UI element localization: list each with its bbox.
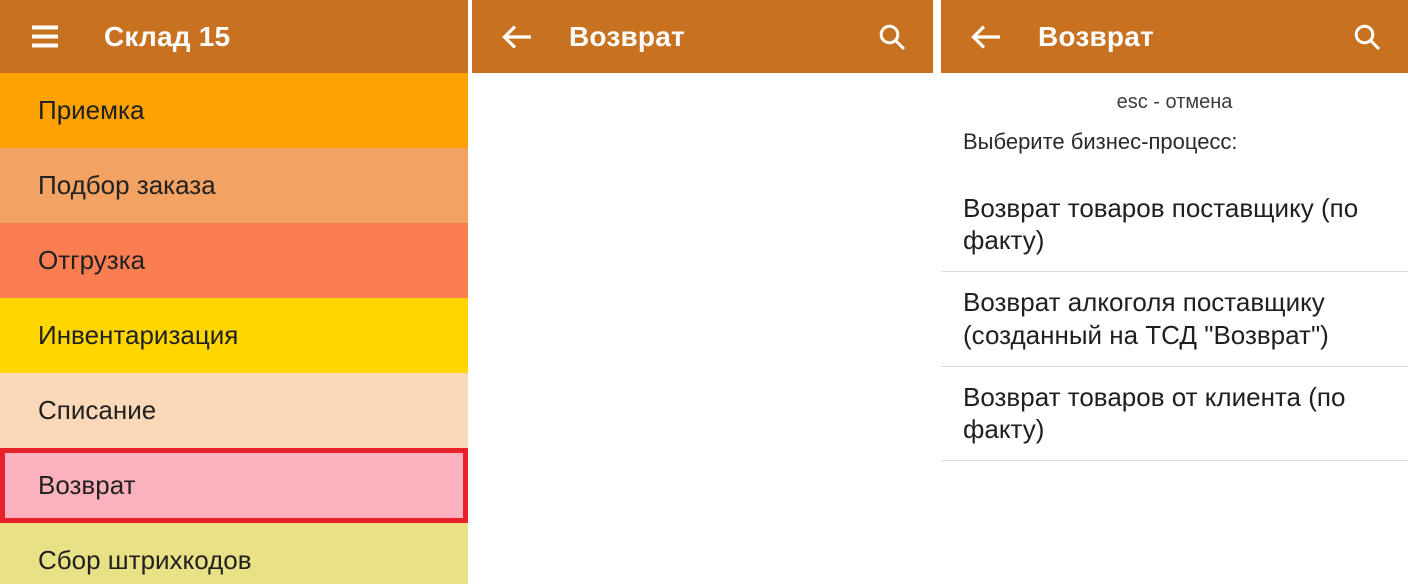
menu-item-label: Сбор штрихкодов (38, 545, 252, 575)
menu-item-label: Возврат (38, 470, 136, 500)
screen-title: Возврат (569, 20, 685, 52)
menu-item-label: Подбор заказа (38, 170, 216, 200)
esc-cancel-hint: esc - отмена (1116, 91, 1233, 113)
menu-item-label: Инвентаризация (38, 320, 239, 350)
back-arrow-icon[interactable] (969, 20, 1003, 54)
screen-title: Возврат (1038, 20, 1154, 52)
menu-item-label: Отгрузка (38, 245, 146, 275)
choose-process-prompt: Выберите бизнес-процесс: (963, 129, 1238, 154)
panel-main-menu: Склад 15 Приемка Подбор заказа Отгрузка … (0, 0, 468, 584)
menu-item-label: Приемка (38, 95, 145, 125)
menu-item-vozvrat-selected[interactable]: Возврат (0, 448, 468, 523)
back-arrow-glyph (502, 24, 531, 49)
option-return-alcohol-to-supplier[interactable]: Возврат алкоголя поставщику (созданный н… (941, 272, 1408, 367)
app-title: Склад 15 (104, 20, 231, 52)
main-menu-list: Приемка Подбор заказа Отгрузка Инвентари… (0, 73, 468, 584)
vozvrat-header: Возврат (472, 0, 933, 73)
menu-item-label: Списание (38, 395, 157, 425)
menu-item-priemka[interactable]: Приемка (0, 73, 468, 148)
back-arrow-icon[interactable] (500, 20, 534, 54)
hamburger-menu-glyph (32, 25, 58, 48)
search-glyph (879, 24, 906, 50)
panel-vozvrat-empty: Возврат (472, 0, 933, 584)
menu-item-otgruzka[interactable]: Отгрузка (0, 223, 468, 298)
menu-item-spisanie[interactable]: Списание (0, 373, 468, 448)
menu-item-podbor-zakaza[interactable]: Подбор заказа (0, 148, 468, 223)
business-process-list: Возврат товаров поставщику (по факту) Во… (941, 178, 1408, 462)
search-glyph (1354, 24, 1381, 50)
vozvrat-header: Возврат (941, 0, 1408, 73)
menu-item-sbor-shtrihkodov[interactable]: Сбор штрихкодов (0, 523, 468, 584)
menu-item-inventarizaciya[interactable]: Инвентаризация (0, 298, 468, 373)
option-return-to-supplier[interactable]: Возврат товаров поставщику (по факту) (941, 178, 1408, 273)
business-process-content: esc - отмена Выберите бизнес-процесс: Во… (941, 73, 1408, 462)
search-icon[interactable] (1350, 20, 1384, 54)
search-icon[interactable] (875, 20, 909, 54)
back-arrow-glyph (971, 24, 1000, 49)
panel-business-process: Возврат esc - отмена Выберите бизнес-про… (941, 0, 1408, 584)
hamburger-menu-icon[interactable] (28, 20, 62, 54)
option-return-from-client[interactable]: Возврат товаров от клиента (по факту) (941, 367, 1408, 462)
main-menu-header: Склад 15 (0, 0, 468, 73)
